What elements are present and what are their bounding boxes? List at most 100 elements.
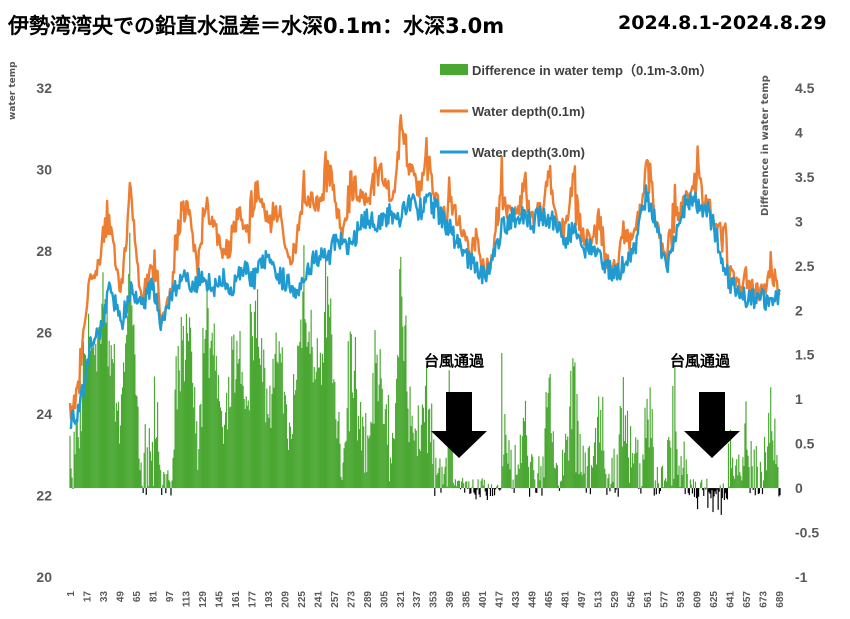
diff-bar	[665, 478, 667, 489]
x-tick-label: 369	[445, 591, 456, 608]
diff-bar	[349, 331, 351, 489]
diff-bar	[242, 385, 244, 489]
diff-bar	[209, 348, 211, 489]
diff-bar	[670, 447, 672, 489]
diff-bar	[420, 424, 422, 489]
diff-bar	[654, 480, 656, 489]
diff-bar	[455, 486, 458, 489]
diff-bar	[172, 457, 174, 489]
diff-bar	[103, 310, 105, 489]
diff-bar	[554, 468, 556, 489]
right-tick-label: -1	[795, 569, 808, 585]
diff-bar	[725, 488, 728, 499]
diff-bar	[633, 463, 635, 489]
diff-bar	[462, 478, 464, 489]
diff-bar	[263, 349, 265, 489]
diff-bar	[435, 457, 437, 489]
diff-bar	[223, 424, 226, 489]
diff-bar	[120, 394, 123, 489]
diff-bar	[611, 457, 613, 489]
diff-bar	[338, 412, 340, 489]
diff-bar	[288, 422, 291, 489]
diff-bar	[530, 462, 532, 489]
diff-bar	[678, 465, 680, 489]
diff-bar	[512, 479, 514, 489]
diff-bar	[680, 456, 682, 489]
diff-bar	[407, 408, 409, 489]
diff-bar	[108, 340, 110, 489]
diff-bar	[572, 358, 574, 489]
diff-bar	[319, 352, 321, 489]
diff-bar	[573, 366, 575, 489]
diff-bar	[689, 479, 691, 489]
diff-bar	[238, 358, 240, 489]
diff-bar	[694, 481, 697, 489]
diff-bar	[764, 452, 767, 489]
left-tick-label: 24	[36, 406, 52, 422]
diff-bar	[460, 481, 463, 489]
diff-bar	[385, 404, 387, 489]
diff-bar	[424, 385, 427, 489]
diff-bar	[346, 408, 348, 489]
diff-bar	[340, 476, 342, 489]
diff-bar	[211, 332, 213, 489]
diff-bar	[141, 485, 143, 489]
diff-bar	[339, 443, 341, 489]
diff-bar	[333, 379, 335, 489]
diff-bar	[616, 454, 618, 489]
diff-bar	[567, 436, 569, 489]
diff-bar	[428, 409, 430, 489]
diff-bar	[306, 346, 308, 489]
diff-bar	[508, 440, 510, 489]
diff-bar	[222, 443, 225, 489]
diff-bar	[254, 300, 257, 489]
diff-bar	[759, 461, 762, 489]
diff-bar	[558, 488, 561, 491]
diff-bar	[582, 445, 584, 489]
diff-bar	[442, 484, 444, 489]
diff-bar	[227, 429, 229, 489]
diff-bar	[92, 347, 94, 489]
diff-bar	[327, 276, 329, 489]
diff-bar	[246, 405, 248, 489]
diff-bar	[352, 397, 354, 489]
legend-swatch-difference	[440, 64, 468, 75]
diff-bar	[302, 291, 304, 489]
diff-bar	[499, 488, 501, 491]
diff-bar	[180, 316, 182, 489]
diff-bar	[415, 430, 417, 489]
diff-bar	[488, 488, 490, 489]
diff-bar	[747, 455, 749, 489]
diff-bar	[419, 451, 421, 489]
diff-bar	[492, 488, 495, 489]
diff-bar	[345, 440, 347, 489]
diff-bar	[167, 470, 169, 489]
diff-bar	[219, 407, 222, 489]
diff-bar	[154, 439, 157, 489]
diff-bar	[228, 376, 230, 489]
diff-bar	[271, 394, 273, 489]
x-tick-label: 657	[742, 591, 753, 608]
diff-bar	[249, 303, 251, 489]
diff-bar	[250, 312, 252, 489]
diff-bar	[387, 394, 390, 489]
diff-bar	[114, 421, 116, 489]
diff-bar	[413, 440, 415, 489]
diff-bar	[193, 407, 195, 489]
diff-bar	[151, 441, 154, 489]
diff-bar	[195, 433, 197, 489]
diff-bar	[329, 317, 331, 489]
diff-bar	[305, 322, 307, 489]
diff-bar	[98, 326, 100, 489]
diff-bar	[444, 466, 446, 489]
diff-bar	[440, 488, 442, 493]
diff-bar	[82, 341, 84, 489]
diff-bar	[497, 484, 499, 489]
diff-bar	[117, 401, 120, 489]
diff-bar	[719, 485, 721, 489]
diff-bar	[693, 488, 696, 497]
diff-bar	[388, 481, 391, 489]
diff-bar	[135, 394, 137, 489]
diff-bar	[729, 429, 732, 489]
arrow-typhoon-2	[684, 392, 740, 458]
